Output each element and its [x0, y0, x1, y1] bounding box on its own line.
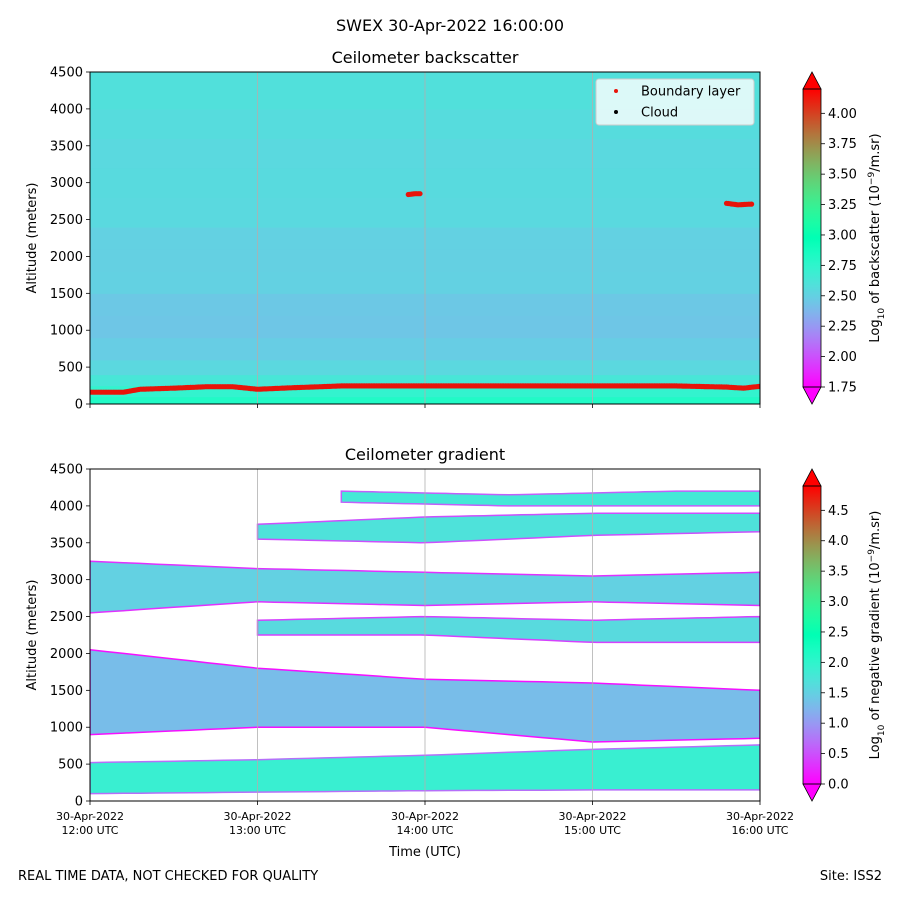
colorbar-extend-min [802, 386, 822, 405]
y-axis-label: Altitude (meters) [25, 183, 40, 294]
colorbar-tick-label: 1.0 [828, 717, 849, 732]
y-tick-label: 1500 [50, 287, 83, 302]
colorbar-tick-label: 3.25 [828, 198, 857, 213]
colorbar-tick-label: 0.0 [828, 778, 849, 793]
colorbar-tick-label: 3.50 [828, 168, 857, 183]
colorbar-extend-min [802, 783, 822, 802]
x-tick-label: 30-Apr-2022 [726, 810, 794, 823]
x-axis-label: Time (UTC) [388, 845, 461, 860]
y-tick-label: 2000 [50, 647, 83, 662]
legend-label: Boundary layer [641, 85, 741, 100]
panel-2: 0 500 1000 1500 2000 2500 3000 3500 4000 4500 30-A… [25, 445, 887, 860]
colorbar-gradient [803, 486, 821, 784]
colorbar-tick-label: 2.5 [828, 625, 849, 640]
gradient-layer [256, 512, 760, 544]
colorbar-label: Log10 of negative gradient (10−9/m.sr) [867, 511, 887, 760]
gradient-layer [256, 615, 760, 644]
colorbar-tick-label: 2.75 [828, 259, 857, 274]
legend: Boundary layer Cloud [595, 78, 755, 126]
colorbar: 1.75 2.00 2.25 2.50 2.75 3.00 3.25 3.50 3.75 4.00… [802, 71, 887, 405]
colorbar-extend-max [802, 71, 822, 90]
colorbar-tick-label: 2.25 [828, 320, 857, 335]
y-axis-label: Altitude (meters) [25, 580, 40, 691]
y-tick-label: 4500 [50, 463, 83, 478]
colorbar: 0.0 0.5 1.0 1.5 2.0 2.5 3.0 3.5 4.0 4.5 Log10 of n… [802, 468, 887, 802]
site-label: Site: ISS2 [819, 869, 882, 884]
colorbar-tick-label: 1.5 [828, 686, 849, 701]
colorbar-tick-label: 4.00 [828, 107, 857, 122]
legend-marker [614, 110, 618, 114]
boundary-layer-point [757, 383, 760, 389]
x-tick-label: 15:00 UTC [564, 824, 621, 837]
y-tick-label: 1000 [50, 324, 83, 339]
x-tick-label: 30-Apr-2022 [223, 810, 291, 823]
x-tick-label: 14:00 UTC [396, 824, 453, 837]
legend-box [595, 78, 755, 126]
x-tick-label: 30-Apr-2022 [558, 810, 626, 823]
quality-disclaimer: REAL TIME DATA, NOT CHECKED FOR QUALITY [18, 869, 319, 884]
colorbar-tick-label: 3.5 [828, 565, 849, 580]
y-tick-label: 3500 [50, 139, 83, 154]
colorbar-frame [802, 88, 822, 388]
y-tick-label: 2500 [50, 610, 83, 625]
y-tick-label: 0 [75, 795, 83, 810]
colorbar-tick-label: 3.75 [828, 137, 857, 152]
boundary-layer-point [749, 201, 755, 207]
colorbar-tick-label: 4.5 [828, 504, 849, 519]
colorbar-tick-label: 3.00 [828, 228, 857, 243]
gradient-layer [340, 490, 760, 507]
colorbar-label: Log10 of backscatter (10−9/m.sr) [867, 133, 887, 342]
plot-area [90, 469, 760, 801]
colorbar-tick-label: 2.0 [828, 656, 849, 671]
y-tick-label: 3500 [50, 536, 83, 551]
colorbar-frame [802, 485, 822, 785]
y-tick-label: 4500 [50, 66, 83, 81]
colorbar-tick-label: 2.50 [828, 289, 857, 304]
x-tick-label: 16:00 UTC [731, 824, 788, 837]
plot-area [90, 72, 760, 404]
y-tick-label: 1000 [50, 721, 83, 736]
legend-marker [614, 89, 618, 93]
colorbar-tick-label: 0.5 [828, 747, 849, 762]
y-tick-label: 1500 [50, 684, 83, 699]
colorbar-tick-label: 3.0 [828, 595, 849, 610]
y-tick-label: 500 [58, 758, 83, 773]
colorbar-tick-label: 4.0 [828, 534, 849, 549]
y-tick-label: 3000 [50, 573, 83, 588]
colorbar-tick-label: 1.75 [828, 381, 857, 396]
x-tick-label: 12:00 UTC [61, 824, 118, 837]
boundary-layer-point [417, 191, 423, 197]
colorbar-extend-max [802, 468, 822, 487]
y-tick-label: 4000 [50, 499, 83, 514]
colorbar-gradient [803, 89, 821, 387]
colorbar-tick-label: 2.00 [828, 350, 857, 365]
y-tick-label: 2500 [50, 213, 83, 228]
y-tick-label: 2000 [50, 250, 83, 265]
panel-title: Ceilometer backscatter [332, 48, 519, 67]
x-tick-label: 30-Apr-2022 [56, 810, 124, 823]
y-tick-label: 500 [58, 361, 83, 376]
panel-1: 0 500 1000 1500 2000 2500 3000 3500 4000 4500 Ceil… [25, 48, 887, 413]
y-tick-label: 0 [75, 398, 83, 413]
legend-label: Cloud [641, 106, 678, 121]
x-tick-label: 13:00 UTC [229, 824, 286, 837]
y-tick-label: 3000 [50, 176, 83, 191]
figure-title: SWEX 30-Apr-2022 16:00:00 [335, 16, 564, 35]
panel-title: Ceilometer gradient [345, 445, 505, 464]
x-tick-label: 30-Apr-2022 [391, 810, 459, 823]
y-tick-label: 4000 [50, 102, 83, 117]
